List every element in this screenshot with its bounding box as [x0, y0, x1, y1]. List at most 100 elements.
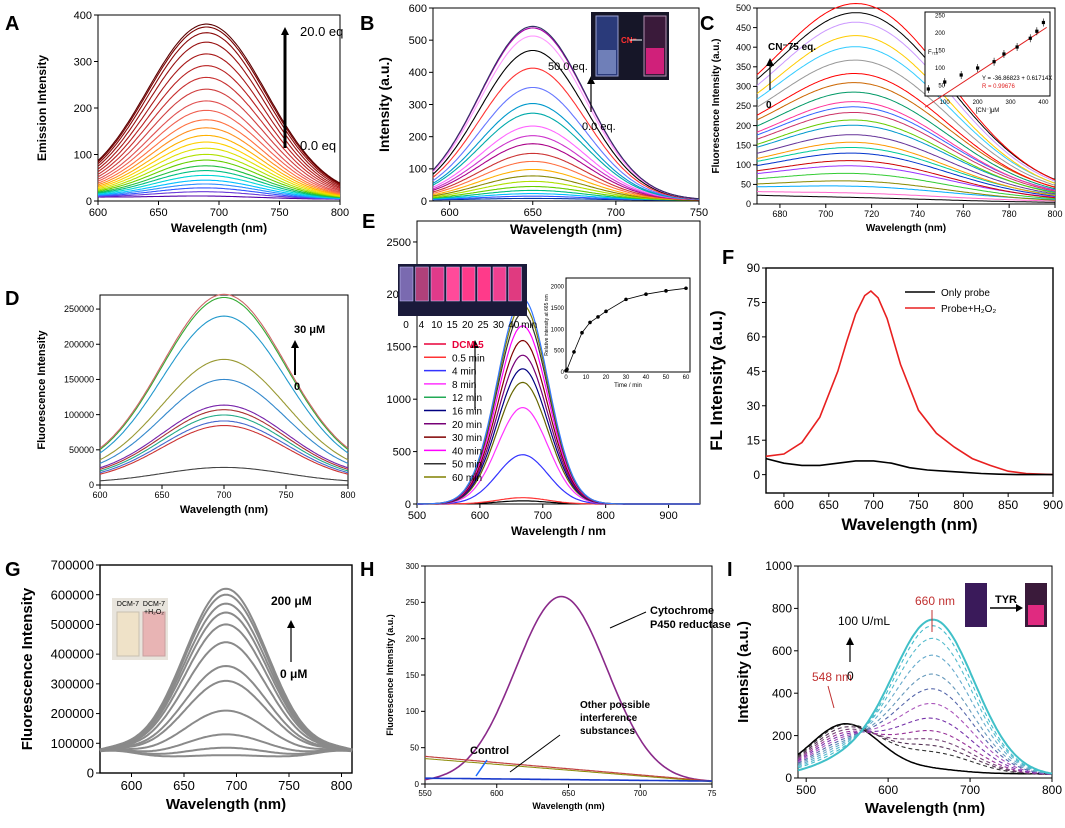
other-arrow — [509, 734, 561, 773]
y-tick-label: 75 — [747, 296, 761, 310]
inset-x-tick: 200 — [973, 100, 984, 106]
annotation-bottom: 0 — [766, 100, 772, 111]
inset-plot: 100 200 300 400 50 100 150 200 250 [CN⁻]μM F₇₁₆ Y =… — [924, 11, 1052, 114]
vial — [415, 266, 429, 302]
data-point — [943, 80, 947, 84]
data-point — [926, 87, 930, 91]
photo-label: 4 — [419, 320, 425, 331]
x-tick-label: 600 — [92, 490, 107, 500]
panel-i: 500 600 700 800 0 200 400 600 800 1000 Wavelength … — [727, 559, 1062, 817]
y-tick-label: 150000 — [64, 375, 94, 385]
spectrum-line — [97, 119, 341, 195]
inset-x-tick: 400 — [1038, 100, 1049, 106]
y-tick-label: 800 — [772, 602, 792, 616]
photo-label: 10 — [431, 320, 443, 331]
y-tick-label: 100 — [409, 164, 427, 176]
x-tick-label: 700 — [864, 498, 884, 512]
y-tick-label: 0 — [746, 199, 751, 209]
y-tick-label: 600 — [772, 644, 792, 658]
y-tick-label: 150 — [736, 140, 751, 150]
kinetics-point — [596, 315, 600, 319]
spectrum-line — [756, 12, 1056, 180]
y-tick-label: 400 — [772, 686, 792, 700]
y-tick-label: 0 — [405, 499, 411, 511]
x-tick-label: 800 — [340, 490, 355, 500]
cyt-label-2: P450 reductase — [650, 619, 731, 631]
spectrum-line — [99, 409, 349, 470]
x-tick-label: 750 — [690, 207, 708, 219]
photo-label: 30 — [493, 320, 505, 331]
annotation-top: 50.0 eq. — [548, 61, 588, 73]
dashed-spectrum — [797, 637, 1053, 774]
legend-label: Probe+H₂O₂ — [941, 304, 996, 315]
kinetics-point — [604, 309, 608, 314]
y-tick-label: 45 — [747, 365, 761, 379]
panel-label: B — [360, 13, 374, 35]
spectrum-line — [432, 143, 699, 201]
y-tick-label: 1000 — [387, 394, 411, 406]
spectrum-line — [756, 35, 1056, 184]
y-axis-label: Fluorescence Intensity (a.u.) — [711, 38, 722, 173]
photo-label: min — [521, 320, 537, 331]
vial-1-label: DCM-7 — [117, 601, 139, 608]
y-tick-label: 15 — [747, 433, 761, 447]
spectrum-line — [99, 623, 353, 751]
x-tick-label: 800 — [953, 498, 973, 512]
data-point — [1028, 36, 1032, 40]
vial — [477, 266, 491, 302]
spectrum-line — [99, 746, 353, 755]
y-tick-label: 30 — [747, 399, 761, 413]
dashed-spectrum — [797, 654, 1053, 775]
inset-x-tick: 30 — [623, 375, 630, 381]
inset-x-tick: 0 — [564, 375, 568, 381]
inset-y-tick: 200 — [935, 31, 946, 37]
initial-spectrum — [797, 723, 1052, 775]
inset-y-tick: 50 — [938, 84, 945, 90]
spectrum-line — [99, 358, 349, 461]
kinetics-point — [580, 330, 584, 335]
panel-d: 600 650 700 750 800 0 50000 100000 150000 200000 2… — [5, 288, 356, 516]
inset-y-label: Relative intensity at 665 nm — [544, 294, 550, 355]
spectrum-line — [756, 141, 1056, 196]
spectrum-line — [432, 112, 700, 200]
y-tick-label: 60 — [747, 330, 761, 344]
x-tick-label: 700 — [216, 490, 231, 500]
spectrum-line — [97, 174, 340, 199]
spectrum-line — [432, 152, 700, 201]
y-tick-label: 250 — [736, 101, 751, 111]
annotation-top: 100 U/mL — [838, 614, 890, 628]
titration-arrow-head — [281, 27, 289, 35]
annotation-bottom: 0 μM — [280, 667, 307, 681]
x-tick-label: 600 — [121, 778, 143, 793]
x-tick-label: 500 — [408, 510, 426, 522]
legend-label: 30 min — [452, 433, 482, 444]
fit-line — [924, 26, 1047, 108]
annotation-bottom: 0 — [847, 669, 854, 683]
vial-1-liquid — [598, 50, 616, 74]
spectrum-line — [756, 172, 1056, 200]
plot-frame — [416, 220, 701, 505]
cyt-arrow — [609, 611, 647, 629]
y-tick-label: 400000 — [51, 647, 94, 662]
dashed-spectrum — [797, 728, 1053, 776]
inset-y-tick: 2000 — [551, 285, 565, 291]
x-axis-label: Wavelength / nm — [511, 524, 606, 538]
plot-frame — [797, 565, 1053, 779]
y-axis-label: FL Intensity (a.u.) — [707, 310, 726, 450]
y-axis-label: Fluorescence Intensity — [19, 587, 36, 750]
x-tick-label: 800 — [1047, 209, 1062, 219]
inset-x-tick: 20 — [603, 375, 610, 381]
control-arrow — [475, 759, 488, 777]
x-tick-label: 600 — [774, 498, 794, 512]
vial — [430, 266, 445, 302]
interference-line — [424, 755, 713, 782]
vial — [508, 266, 522, 302]
y-tick-label: 2500 — [387, 237, 411, 249]
x-tick-label: 600 — [89, 207, 107, 219]
plot-frame — [99, 564, 353, 774]
x-tick-label: 700 — [960, 783, 980, 797]
spectrum-line — [97, 127, 341, 195]
vial-2-label-b: +H₂O₂ — [144, 609, 164, 616]
spectrum-line — [756, 73, 1056, 188]
panel-label: G — [5, 559, 21, 581]
